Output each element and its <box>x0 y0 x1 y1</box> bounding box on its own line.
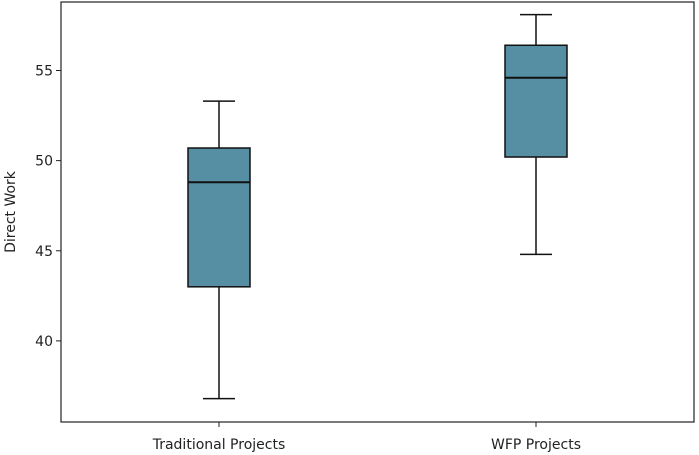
box-traditional-projects <box>187 100 251 400</box>
boxes-group <box>187 13 568 400</box>
y-axis: 40 45 50 55 <box>35 63 61 350</box>
iqr-box <box>504 44 568 158</box>
y-tick-label: 45 <box>35 244 53 260</box>
y-tick-label: 55 <box>35 63 53 79</box>
y-axis-title: Direct Work <box>3 170 19 253</box>
box-wfp-projects <box>504 13 568 256</box>
x-axis: Traditional Projects WFP Projects <box>152 422 581 453</box>
x-tick-label: WFP Projects <box>491 437 581 453</box>
iqr-box <box>187 147 251 288</box>
y-tick-label: 50 <box>35 154 53 170</box>
plot-frame <box>60 1 695 423</box>
y-tick-label: 40 <box>35 334 53 350</box>
x-tick-label: Traditional Projects <box>152 437 286 453</box>
